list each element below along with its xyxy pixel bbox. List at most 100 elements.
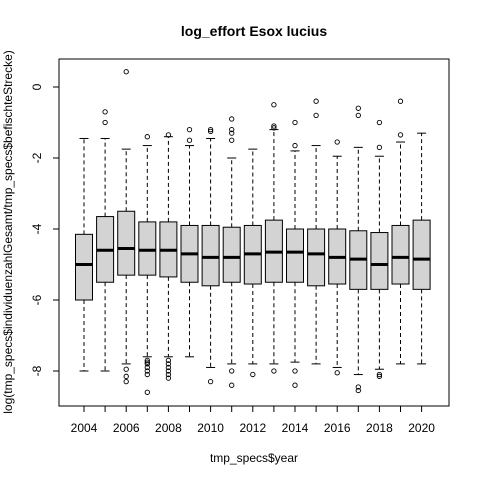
y-tick-label: -2 — [30, 152, 44, 163]
box-2008 — [159, 132, 178, 381]
box-iqr — [222, 226, 241, 283]
box-iqr — [370, 232, 389, 290]
box-2012 — [243, 148, 262, 378]
outlier-point — [207, 128, 214, 135]
outlier-point — [292, 142, 298, 149]
outlier-point — [376, 144, 383, 151]
outlier-point — [271, 102, 277, 108]
outlier-point — [207, 126, 214, 133]
outlier-point — [271, 125, 277, 131]
outlier-point — [271, 123, 277, 129]
box-iqr — [75, 233, 93, 301]
x-tick-label: 2008 — [155, 421, 182, 435]
x-tick-label: 2018 — [366, 421, 393, 435]
outlier-point — [292, 119, 298, 126]
box-2015 — [307, 98, 326, 365]
outlier-point — [313, 112, 319, 119]
outlier-point — [229, 368, 235, 374]
outlier-point — [397, 98, 404, 104]
x-tick-label: 2006 — [113, 421, 140, 435]
outlier-point — [271, 368, 277, 374]
chart-title: log_effort Esox lucius — [181, 23, 327, 39]
outlier-point — [355, 384, 361, 390]
outlier-point — [165, 361, 172, 367]
box-2013 — [264, 102, 283, 374]
box-2006 — [117, 69, 136, 385]
x-tick-label: 2016 — [324, 421, 351, 435]
box-2004 — [75, 137, 93, 372]
boxes-group — [75, 69, 431, 395]
outlier-point — [165, 368, 172, 374]
outlier-point — [102, 119, 108, 126]
outlier-point — [144, 359, 150, 365]
box-2010 — [201, 126, 220, 385]
outlier-point — [376, 119, 383, 126]
outlier-point — [229, 116, 235, 122]
outlier-point — [207, 378, 214, 385]
x-tick-label: 2012 — [239, 421, 266, 435]
y-tick-label: -4 — [30, 223, 44, 234]
outlier-point — [334, 139, 340, 145]
outlier-point — [292, 368, 298, 374]
x-tick-label: 2010 — [197, 421, 224, 435]
outlier-point — [313, 98, 319, 104]
outlier-point — [229, 382, 235, 388]
box-2011 — [222, 116, 241, 388]
box-iqr — [391, 224, 410, 285]
outlier-point — [144, 389, 150, 395]
outlier-point — [144, 371, 150, 378]
box-2007 — [138, 134, 157, 395]
outlier-point — [292, 382, 298, 388]
outlier-point — [355, 105, 361, 111]
y-tick-label: -8 — [30, 365, 44, 376]
outlier-point — [123, 69, 129, 75]
box-2016 — [328, 139, 347, 376]
outlier-point — [165, 375, 172, 381]
outlier-point — [229, 126, 235, 133]
outlier-point — [144, 134, 150, 140]
outlier-point — [376, 373, 383, 379]
outlier-point — [144, 361, 150, 367]
outlier-point — [144, 364, 150, 371]
outlier-point — [102, 109, 108, 115]
outlier-point — [144, 368, 150, 374]
outlier-point — [355, 112, 361, 119]
box-iqr — [307, 228, 326, 287]
box-iqr — [201, 224, 220, 287]
box-2017 — [349, 105, 368, 394]
outlier-point — [123, 366, 129, 372]
outlier-point — [123, 378, 129, 385]
box-2020 — [412, 132, 431, 365]
y-tick-label: -6 — [30, 294, 44, 305]
y-tick-label: 0 — [30, 83, 44, 90]
box-iqr — [412, 219, 431, 290]
x-axis-label: tmp_specs$year — [210, 451, 298, 465]
outlier-point — [165, 371, 172, 378]
outlier-point — [165, 357, 172, 363]
y-axis-label: log(tmp_specs$individuenzahlGesamt/tmp_s… — [1, 50, 15, 414]
outlier-point — [165, 132, 172, 138]
outlier-point — [376, 371, 383, 378]
box-2005 — [96, 109, 115, 372]
box-iqr — [286, 228, 304, 283]
outlier-point — [397, 132, 404, 138]
outlier-point — [123, 373, 129, 379]
box-2009 — [180, 126, 199, 358]
outlier-point — [229, 130, 235, 136]
outlier-point — [165, 364, 172, 371]
box-iqr — [138, 221, 157, 276]
y-axis: 0 -2 -4 -6 -8 — [30, 83, 60, 376]
outlier-point — [229, 137, 235, 143]
box-2018 — [370, 119, 389, 379]
box-iqr — [117, 210, 136, 276]
x-tick-label: 2004 — [71, 421, 98, 435]
box-2019 — [391, 98, 410, 365]
outlier-point — [355, 387, 361, 394]
box-2014 — [286, 119, 304, 388]
outlier-point — [250, 371, 256, 378]
outlier-point — [144, 357, 150, 363]
outlier-point — [334, 370, 340, 376]
outlier-point — [186, 126, 193, 133]
x-tick-label: 2020 — [408, 421, 435, 435]
